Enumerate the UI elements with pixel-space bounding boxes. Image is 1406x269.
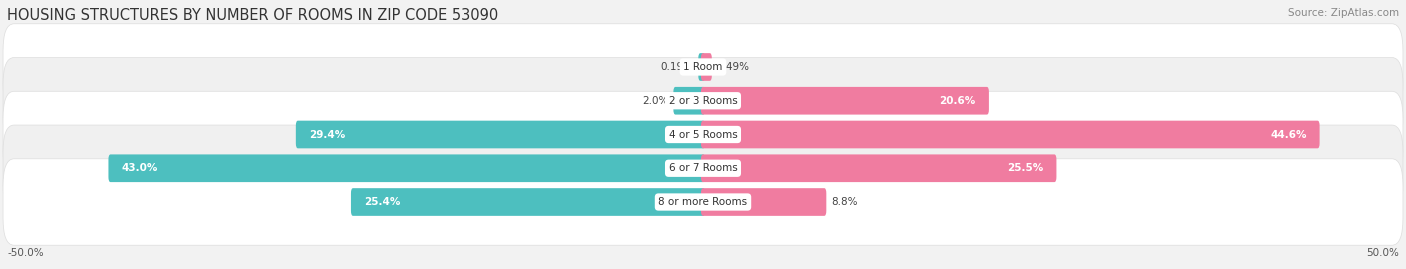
Text: 4 or 5 Rooms: 4 or 5 Rooms — [669, 129, 737, 140]
FancyBboxPatch shape — [295, 121, 704, 148]
Text: -50.0%: -50.0% — [7, 248, 44, 258]
FancyBboxPatch shape — [702, 154, 1056, 182]
Text: 50.0%: 50.0% — [1367, 248, 1399, 258]
Text: 29.4%: 29.4% — [309, 129, 346, 140]
Text: HOUSING STRUCTURES BY NUMBER OF ROOMS IN ZIP CODE 53090: HOUSING STRUCTURES BY NUMBER OF ROOMS IN… — [7, 8, 498, 23]
FancyBboxPatch shape — [3, 24, 1403, 110]
Text: 6 or 7 Rooms: 6 or 7 Rooms — [669, 163, 737, 173]
Text: 44.6%: 44.6% — [1270, 129, 1306, 140]
Text: 25.4%: 25.4% — [364, 197, 401, 207]
FancyBboxPatch shape — [108, 154, 704, 182]
Text: 1 Room: 1 Room — [683, 62, 723, 72]
Text: 2 or 3 Rooms: 2 or 3 Rooms — [669, 96, 737, 106]
FancyBboxPatch shape — [702, 188, 827, 216]
Text: 0.49%: 0.49% — [717, 62, 749, 72]
Text: 8.8%: 8.8% — [831, 197, 858, 207]
FancyBboxPatch shape — [3, 125, 1403, 211]
Text: 20.6%: 20.6% — [939, 96, 976, 106]
FancyBboxPatch shape — [702, 53, 711, 81]
FancyBboxPatch shape — [702, 121, 1320, 148]
FancyBboxPatch shape — [699, 53, 704, 81]
FancyBboxPatch shape — [3, 159, 1403, 245]
FancyBboxPatch shape — [673, 87, 704, 115]
FancyBboxPatch shape — [3, 91, 1403, 178]
FancyBboxPatch shape — [702, 87, 988, 115]
FancyBboxPatch shape — [3, 58, 1403, 144]
Text: 25.5%: 25.5% — [1007, 163, 1043, 173]
Text: 0.19%: 0.19% — [661, 62, 693, 72]
Text: 2.0%: 2.0% — [643, 96, 669, 106]
Text: Source: ZipAtlas.com: Source: ZipAtlas.com — [1288, 8, 1399, 18]
Text: 8 or more Rooms: 8 or more Rooms — [658, 197, 748, 207]
FancyBboxPatch shape — [352, 188, 704, 216]
Text: 43.0%: 43.0% — [121, 163, 157, 173]
